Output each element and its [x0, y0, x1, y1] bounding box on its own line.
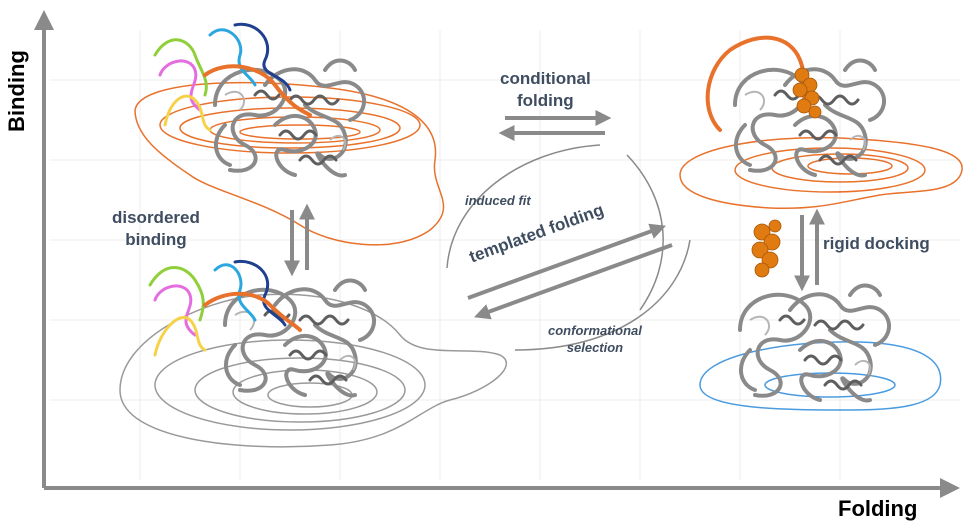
upper-right-arc [626, 154, 664, 311]
ligand-sphere-icon [792, 67, 822, 119]
y-axis-label: Binding [3, 50, 29, 132]
background-grid [50, 30, 960, 480]
protein-structure-icon [213, 58, 367, 178]
disordered-binding-label: disordered binding [112, 208, 200, 249]
disordered-peptide-icon [148, 259, 302, 357]
induced-fit-arc [446, 144, 601, 269]
conformational-selection-label: conformational selection [548, 323, 642, 355]
bound-disordered-contours [134, 81, 445, 246]
templated-folding-reverse-arrow [473, 243, 673, 320]
x-axis-label: Folding [838, 496, 918, 521]
bound-folded-contours [679, 136, 963, 210]
disordered-peptide-icon [153, 22, 312, 132]
equilibrium-arrows [284, 110, 825, 320]
thermodynamic-cycle-arcs [446, 144, 691, 351]
conditional-folding-label: conditional folding [500, 69, 591, 110]
induced-fit-label: induced fit [465, 193, 531, 208]
ligand-sphere-icon [751, 219, 782, 278]
templated-folding-forward-arrow [467, 223, 667, 300]
rigid-docking-label: rigid docking [823, 234, 930, 253]
conformational-selection-arc [514, 239, 691, 351]
